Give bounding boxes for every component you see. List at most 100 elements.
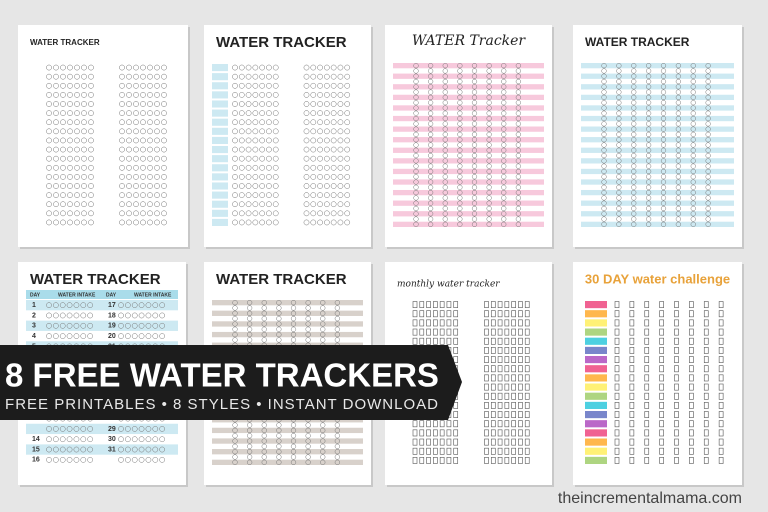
cup <box>453 402 459 409</box>
circle <box>238 219 245 226</box>
cup <box>718 328 724 336</box>
row-stripe <box>393 158 544 164</box>
cup <box>644 319 650 327</box>
circle <box>125 333 131 339</box>
circle <box>344 64 351 71</box>
day-number: 14 <box>32 436 40 443</box>
circle <box>238 110 245 116</box>
circle <box>660 179 667 185</box>
circle <box>601 100 607 106</box>
circle <box>259 210 265 217</box>
circle <box>147 110 153 116</box>
circle <box>266 92 272 98</box>
circle <box>413 100 419 106</box>
cup <box>511 383 516 391</box>
cup <box>497 374 503 382</box>
page-title: WATER TRACKER <box>216 34 347 51</box>
circle <box>317 73 323 80</box>
day-cell <box>212 146 228 154</box>
cup <box>497 420 503 428</box>
circle <box>675 110 681 116</box>
circle <box>66 302 73 309</box>
circle <box>245 110 252 116</box>
circle <box>67 192 73 198</box>
circle <box>457 200 463 206</box>
cup <box>629 411 635 418</box>
circle <box>303 101 310 107</box>
circle <box>138 312 145 319</box>
cup <box>484 347 489 354</box>
circle <box>53 128 59 135</box>
circle <box>152 322 159 329</box>
row-stripe <box>212 459 363 465</box>
cup <box>518 420 523 428</box>
circle <box>252 128 259 135</box>
circle <box>232 443 238 449</box>
circle <box>154 146 160 153</box>
cup <box>644 337 650 345</box>
cup <box>439 319 445 327</box>
circle <box>247 422 253 428</box>
day-cell <box>585 374 607 382</box>
circle <box>73 426 80 432</box>
circle <box>59 456 66 463</box>
circle <box>161 73 167 80</box>
circle <box>46 73 52 80</box>
circle <box>428 179 434 185</box>
circle <box>631 216 637 222</box>
circle <box>601 115 607 122</box>
circle <box>324 82 330 89</box>
circle <box>690 168 696 175</box>
circle <box>67 73 73 80</box>
circle <box>631 200 637 206</box>
cup <box>484 392 489 400</box>
circle <box>154 64 160 71</box>
day-cell <box>212 209 228 217</box>
circle <box>705 115 711 122</box>
circle <box>428 105 434 111</box>
circle <box>337 73 344 80</box>
day-number: 17 <box>108 302 116 309</box>
circle <box>232 438 238 444</box>
cup <box>718 347 724 354</box>
circle <box>457 179 463 185</box>
circle <box>310 183 317 189</box>
circle <box>413 63 419 69</box>
circle <box>413 195 419 201</box>
circle <box>80 426 87 432</box>
circle <box>161 210 167 217</box>
cup <box>453 319 459 327</box>
circle <box>515 73 521 79</box>
circle <box>690 174 696 180</box>
circle <box>147 155 153 162</box>
cup <box>718 310 724 318</box>
circle <box>232 73 238 80</box>
circle <box>140 155 146 162</box>
circle <box>261 443 267 449</box>
circle <box>74 183 80 189</box>
circle <box>238 101 245 107</box>
cup <box>614 438 620 446</box>
row-stripe <box>212 449 363 455</box>
circle <box>344 110 351 116</box>
circle <box>232 183 238 189</box>
circle <box>305 422 311 428</box>
circle <box>660 216 667 222</box>
circle <box>272 92 279 98</box>
cup <box>703 402 709 409</box>
circle <box>413 126 419 132</box>
circle <box>486 163 492 169</box>
circle <box>125 456 131 463</box>
circle <box>457 147 463 153</box>
circle <box>317 64 323 71</box>
circle <box>501 126 507 132</box>
circle <box>486 205 492 212</box>
circle <box>501 142 507 148</box>
circle <box>126 82 132 89</box>
circle <box>442 216 448 222</box>
circle <box>290 331 297 338</box>
circle <box>305 331 311 338</box>
circle <box>80 446 87 453</box>
circle <box>337 174 344 180</box>
circle <box>337 155 344 162</box>
